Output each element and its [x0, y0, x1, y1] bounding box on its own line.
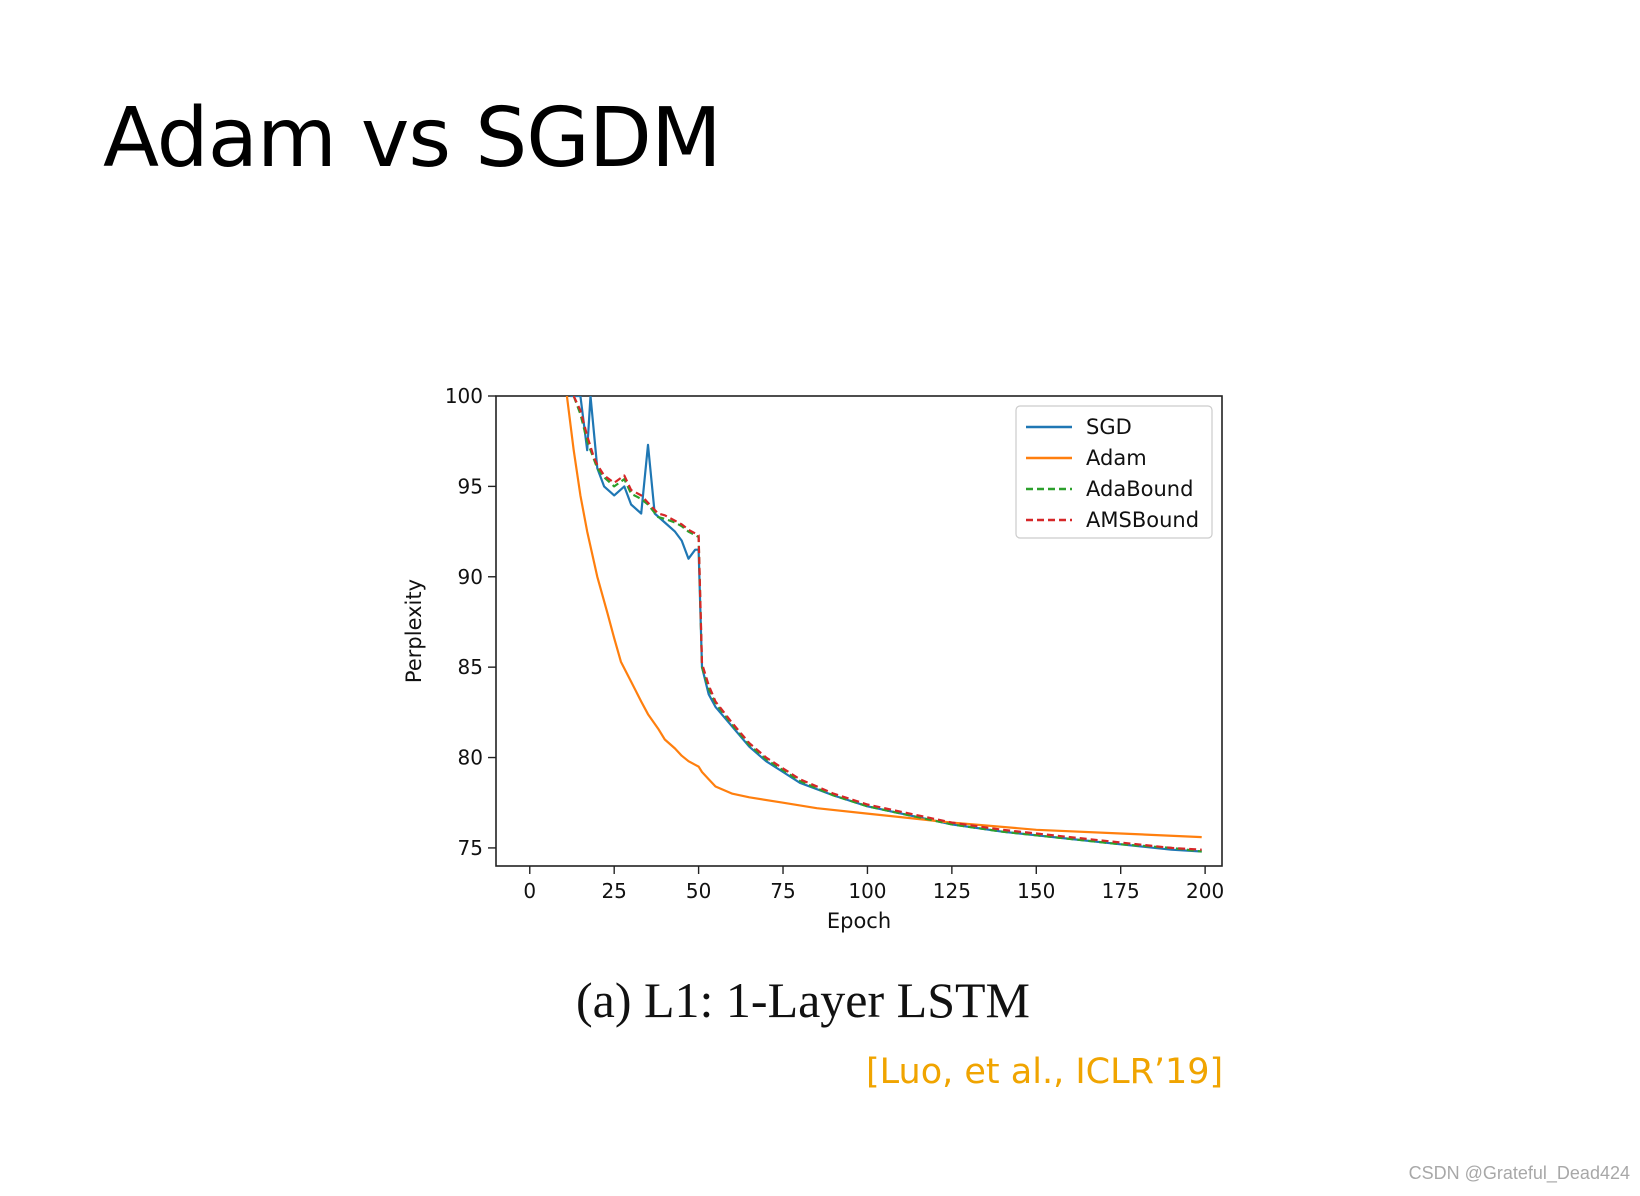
x-tick-label: 175 — [1102, 879, 1140, 903]
y-tick-label: 95 — [458, 474, 483, 498]
citation: [Luo, et al., ICLR’19] — [866, 1052, 1224, 1092]
legend-label-amsbound: AMSBound — [1086, 508, 1199, 532]
figure-caption: (a) L1: 1-Layer LSTM — [576, 972, 1031, 1028]
legend-label-adam: Adam — [1086, 446, 1147, 470]
series-layer — [565, 396, 1202, 853]
y-tick-label: 100 — [445, 384, 483, 408]
slide-title: Adam vs SGDM — [103, 91, 722, 186]
y-tick-label: 80 — [458, 746, 483, 770]
legend-box — [1015, 405, 1213, 539]
x-tick-label: 100 — [848, 879, 886, 903]
plot-frame — [495, 395, 1223, 867]
series-line-amsbound — [572, 396, 1202, 851]
x-tick-label: 125 — [933, 879, 971, 903]
x-axis-label: Epoch — [827, 909, 891, 933]
x-tick-label: 25 — [601, 879, 626, 903]
series-line-adam — [565, 396, 1202, 839]
x-tick-label: 200 — [1186, 879, 1224, 903]
legend-label-adabound: AdaBound — [1086, 477, 1193, 501]
y-tick-label: 75 — [458, 836, 483, 860]
x-tick-label: 150 — [1017, 879, 1055, 903]
tick-layer: 0 25 50 75 100 125 150 175 200 75 80 85 90 95 100 — [445, 384, 1224, 903]
plot-area-frame — [495, 395, 1223, 867]
legend: SGD Adam AdaBound AMSBound — [1015, 405, 1213, 539]
y-tick-label: 85 — [458, 655, 483, 679]
y-tick-label: 90 — [458, 565, 483, 589]
x-tick-label: 50 — [686, 879, 711, 903]
x-tick-label: 0 — [523, 879, 536, 903]
y-axis-label: Perplexity — [402, 579, 426, 683]
x-tick-label: 75 — [770, 879, 795, 903]
watermark: CSDN @Grateful_Dead424 — [1408, 1163, 1630, 1183]
legend-label-sgd: SGD — [1086, 415, 1132, 439]
